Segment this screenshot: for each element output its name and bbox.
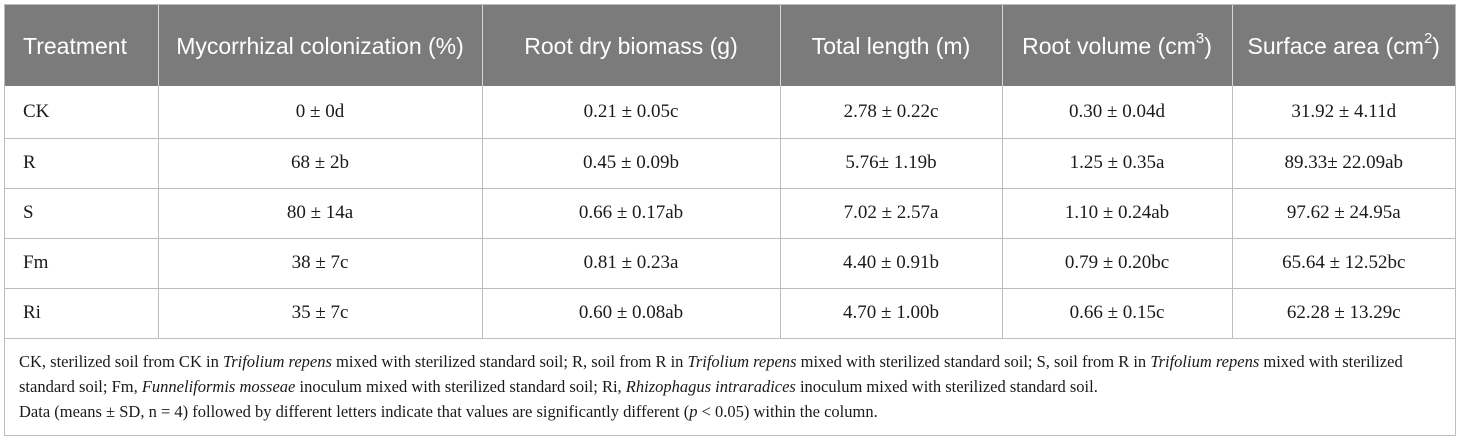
cell-colonization: 80 ± 14a [158,188,483,239]
cell-length: 5.76± 1.19b [780,138,1003,189]
cell-volume: 0.66 ± 0.15c [1002,288,1233,339]
cell-surface: 65.64 ± 12.52bc [1232,238,1455,289]
cell-surface: 31.92 ± 4.11d [1232,86,1455,139]
table-row: Fm 38 ± 7c 0.81 ± 0.23a 4.40 ± 0.91b 0.7… [5,238,1455,289]
table-row: Ri 35 ± 7c 0.60 ± 0.08ab 4.70 ± 1.00b 0.… [5,288,1455,339]
header-mycorrhizal-colonization: Mycorrhizal colonization (%) [158,5,483,86]
cell-volume: 1.25 ± 0.35a [1002,138,1233,189]
header-total-length: Total length (m) [780,5,1003,86]
cell-biomass: 0.60 ± 0.08ab [482,288,781,339]
cell-surface: 62.28 ± 13.29c [1232,288,1455,339]
footnote-statistics: Data (means ± SD, n = 4) followed by dif… [19,402,878,421]
table-row: CK 0 ± 0d 0.21 ± 0.05c 2.78 ± 0.22c 0.30… [5,86,1455,139]
cell-treatment: CK [5,86,159,139]
cell-volume: 1.10 ± 0.24ab [1002,188,1233,239]
cell-colonization: 68 ± 2b [158,138,483,189]
cell-volume: 0.79 ± 0.20bc [1002,238,1233,289]
cell-length: 7.02 ± 2.57a [780,188,1003,239]
cell-colonization: 0 ± 0d [158,86,483,139]
cell-colonization: 35 ± 7c [158,288,483,339]
cell-biomass: 0.66 ± 0.17ab [482,188,781,239]
header-surface-area: Surface area (cm2) [1232,5,1455,86]
cell-treatment: Fm [5,238,159,289]
cell-treatment: Ri [5,288,159,339]
cell-volume: 0.30 ± 0.04d [1002,86,1233,139]
footnote-abbreviations: CK, sterilized soil from CK in Trifolium… [19,352,1403,396]
table-frame: Treatment Mycorrhizal colonization (%) R… [4,4,1456,436]
cell-length: 4.70 ± 1.00b [780,288,1003,339]
table-row: R 68 ± 2b 0.45 ± 0.09b 5.76± 1.19b 1.25 … [5,138,1455,189]
cell-treatment: R [5,138,159,189]
header-root-dry-biomass: Root dry biomass (g) [482,5,781,86]
header-row: Treatment Mycorrhizal colonization (%) R… [5,5,1455,86]
cell-colonization: 38 ± 7c [158,238,483,289]
cell-surface: 97.62 ± 24.95a [1232,188,1455,239]
data-table: Treatment Mycorrhizal colonization (%) R… [5,5,1455,339]
header-treatment: Treatment [5,5,159,86]
cell-biomass: 0.81 ± 0.23a [482,238,781,289]
cell-length: 2.78 ± 0.22c [780,86,1003,139]
header-root-volume: Root volume (cm3) [1002,5,1233,86]
cell-surface: 89.33± 22.09ab [1232,138,1455,189]
cell-biomass: 0.21 ± 0.05c [482,86,781,139]
table-footnote: CK, sterilized soil from CK in Trifolium… [19,349,1445,424]
cell-biomass: 0.45 ± 0.09b [482,138,781,189]
cell-treatment: S [5,188,159,239]
cell-length: 4.40 ± 0.91b [780,238,1003,289]
table-row: S 80 ± 14a 0.66 ± 0.17ab 7.02 ± 2.57a 1.… [5,188,1455,239]
